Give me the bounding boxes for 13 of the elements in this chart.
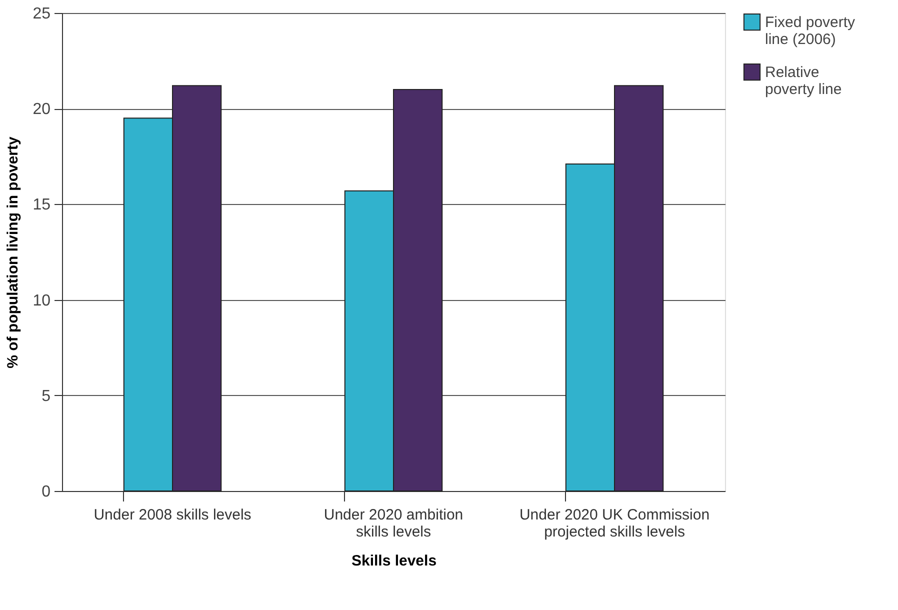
y-tick-label: 5 <box>42 388 51 405</box>
x-axis-title: Skills levels <box>351 552 437 570</box>
legend-label: Fixed poverty line (2006) <box>765 14 856 48</box>
y-tick-label: 10 <box>32 292 51 310</box>
y-tick-label: 0 <box>42 484 51 500</box>
y-tick-label: 15 <box>32 196 51 214</box>
x-tick-label: Under 2020 ambition skills levels <box>324 506 464 540</box>
y-tick-label: 20 <box>32 101 51 118</box>
legend-label: Relative poverty line <box>765 64 842 98</box>
y-tick-label: 25 <box>32 6 51 22</box>
x-tick-label: Under 2020 UK Commission projected skills levels <box>519 506 710 540</box>
x-tick-label: Under 2008 skills levels <box>94 506 252 524</box>
y-axis-title: % of population living in poverty <box>4 136 22 368</box>
